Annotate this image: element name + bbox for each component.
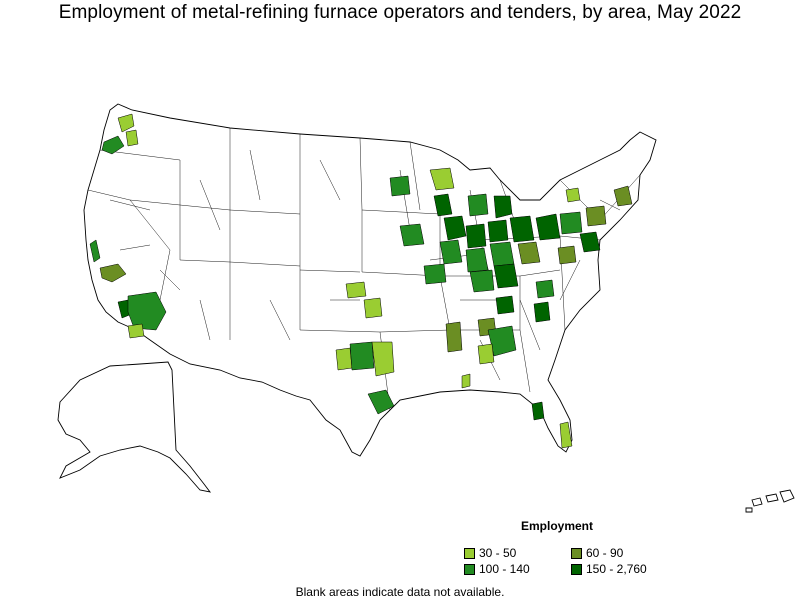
area-pa-east	[579, 231, 601, 253]
area-kansas	[345, 281, 367, 299]
alaska-outline	[57, 361, 212, 493]
legend-label: 30 - 50	[479, 546, 517, 560]
area-kentucky	[469, 269, 495, 293]
area-iowa	[399, 223, 425, 247]
area-oklahoma	[363, 297, 383, 319]
area-wv	[517, 241, 541, 265]
area-pa-central	[559, 211, 583, 235]
legend-swatch	[571, 563, 582, 575]
area-ohio-nw	[487, 219, 509, 243]
legend-item-150-2760: 150 - 2,760	[571, 562, 647, 576]
area-fl-tampa	[531, 401, 545, 421]
data-note: Blank areas indicate data not available.	[295, 585, 505, 599]
area-or-east	[125, 129, 139, 147]
area-ny-north	[565, 187, 581, 203]
area-tx-west	[335, 347, 353, 371]
legend-label: 60 - 90	[586, 546, 624, 560]
legend-swatch	[571, 547, 582, 559]
area-ny-central	[585, 205, 607, 227]
area-mn	[389, 175, 411, 197]
legend-item-60-90: 60 - 90	[571, 546, 623, 560]
area-ohio-central	[489, 241, 515, 267]
legend-label: 150 - 2,760	[586, 562, 647, 576]
area-wa-north	[117, 113, 135, 133]
area-ohio-ne	[509, 215, 535, 243]
legend-swatch	[464, 563, 475, 575]
area-pa-west	[535, 213, 561, 241]
area-missouri	[423, 263, 447, 285]
contiguous-us-outline	[83, 103, 657, 457]
employment-areas	[89, 113, 633, 449]
area-chicago	[443, 215, 467, 241]
area-nc	[535, 279, 555, 299]
area-wi-north	[429, 167, 455, 191]
area-md	[557, 245, 577, 265]
legend-item-100-140: 100 - 140	[464, 562, 530, 576]
area-al-south	[477, 343, 495, 365]
area-houston	[367, 389, 395, 415]
area-new-england	[613, 185, 633, 207]
area-ga-coast	[461, 373, 471, 389]
area-arkansas	[445, 321, 463, 353]
area-fl-east	[559, 421, 573, 449]
area-il-central	[439, 239, 463, 265]
area-mi-east	[493, 195, 513, 219]
area-tn	[495, 295, 515, 315]
area-indiana-north	[465, 223, 487, 249]
legend-title: Employment	[521, 519, 594, 533]
map-title: Employment of metal-refining furnace ope…	[58, 2, 742, 23]
area-ohio-south	[493, 263, 519, 289]
area-portland	[101, 135, 125, 155]
area-indiana-central	[465, 247, 489, 273]
legend-swatch	[464, 547, 475, 559]
area-wi-south	[433, 193, 453, 217]
area-sc	[533, 301, 551, 323]
area-az-south	[127, 323, 145, 339]
area-dallas	[349, 341, 375, 371]
area-tx-east	[371, 341, 395, 377]
area-mi-west	[467, 193, 489, 217]
hawaii-islands	[745, 489, 795, 513]
area-ca-central	[99, 263, 127, 283]
legend-item-30-50: 30 - 50	[464, 546, 516, 560]
area-phoenix	[127, 291, 167, 331]
area-ca-north	[89, 239, 101, 263]
legend-label: 100 - 140	[479, 562, 530, 576]
